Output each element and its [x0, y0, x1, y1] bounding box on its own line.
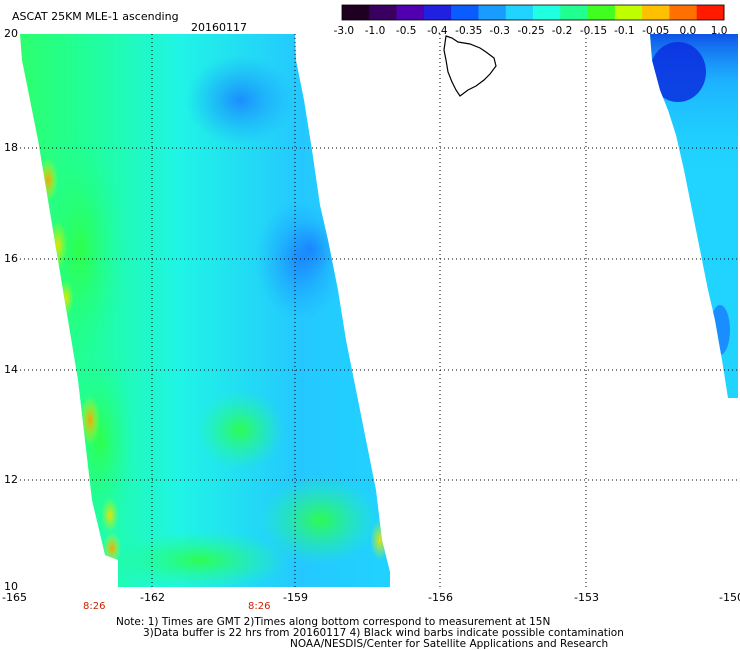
colorbar-label: -0.15	[579, 25, 607, 37]
lon-label-165: -165	[2, 591, 27, 604]
colorbar-border	[341, 4, 725, 21]
colorbar	[341, 4, 725, 21]
lon-label-159: -159	[283, 591, 308, 604]
colorbar-swatch	[478, 5, 507, 20]
colorbar-swatch	[614, 5, 643, 20]
footer-note-1: Note: 1) Times are GMT 2)Times along bot…	[116, 616, 551, 628]
lat-label-20: 20	[4, 27, 18, 40]
colorbar-label: -3.0	[333, 25, 355, 37]
colorbar-label: -0.1	[614, 25, 635, 37]
footer-note-2: 3)Data buffer is 22 hrs from 20160117 4)…	[143, 627, 624, 639]
colorbar-label: 0.0	[679, 25, 697, 37]
colorbar-swatch	[533, 5, 561, 20]
lon-label-150: -150	[719, 591, 740, 604]
lat-label-14: 14	[4, 363, 18, 376]
lon-label-153: -153	[574, 591, 599, 604]
colorbar-swatch	[423, 5, 452, 20]
colorbar-swatch	[369, 5, 398, 20]
lat-label-12: 12	[4, 473, 18, 486]
colorbar-label: -0.4	[427, 25, 448, 37]
colorbar-swatch	[642, 5, 670, 20]
swath-right	[650, 34, 738, 398]
colorbar-label: -0.35	[455, 25, 483, 37]
lon-label-162: -162	[140, 591, 165, 604]
colorbar-swatch	[669, 5, 698, 20]
time-label-right: 8:26	[248, 601, 271, 612]
colorbar-label: 1.0	[710, 25, 728, 37]
lon-label-156: -156	[428, 591, 453, 604]
colorbar-label: -0.05	[642, 25, 670, 37]
colorbar-swatch	[396, 5, 425, 20]
colorbar-swatch	[587, 5, 616, 20]
colorbar-swatch	[505, 5, 534, 20]
map-date: 20160117	[191, 21, 247, 34]
lat-label-18: 18	[4, 141, 18, 154]
colorbar-label: -0.5	[395, 25, 417, 37]
colorbar-swatch	[451, 5, 479, 20]
lat-label-16: 16	[4, 252, 18, 265]
colorbar-label: -0.25	[517, 25, 545, 37]
graticule	[20, 34, 738, 587]
colorbar-swatch	[342, 5, 370, 20]
coastline-island	[443, 35, 497, 97]
colorbar-label: -0.3	[489, 25, 510, 37]
colorbar-label: -0.2	[551, 25, 573, 37]
lat-label-10: 10	[4, 580, 18, 593]
colorbar-swatch	[560, 5, 589, 20]
colorbar-label: -1.0	[364, 25, 386, 37]
colorbar-swatch	[696, 5, 725, 20]
time-label-left: 8:26	[83, 601, 106, 612]
footer-note-3: NOAA/NESDIS/Center for Satellite Applica…	[290, 638, 609, 650]
map-title: ASCAT 25KM MLE-1 ascending	[12, 10, 179, 23]
swath-left	[20, 34, 390, 587]
